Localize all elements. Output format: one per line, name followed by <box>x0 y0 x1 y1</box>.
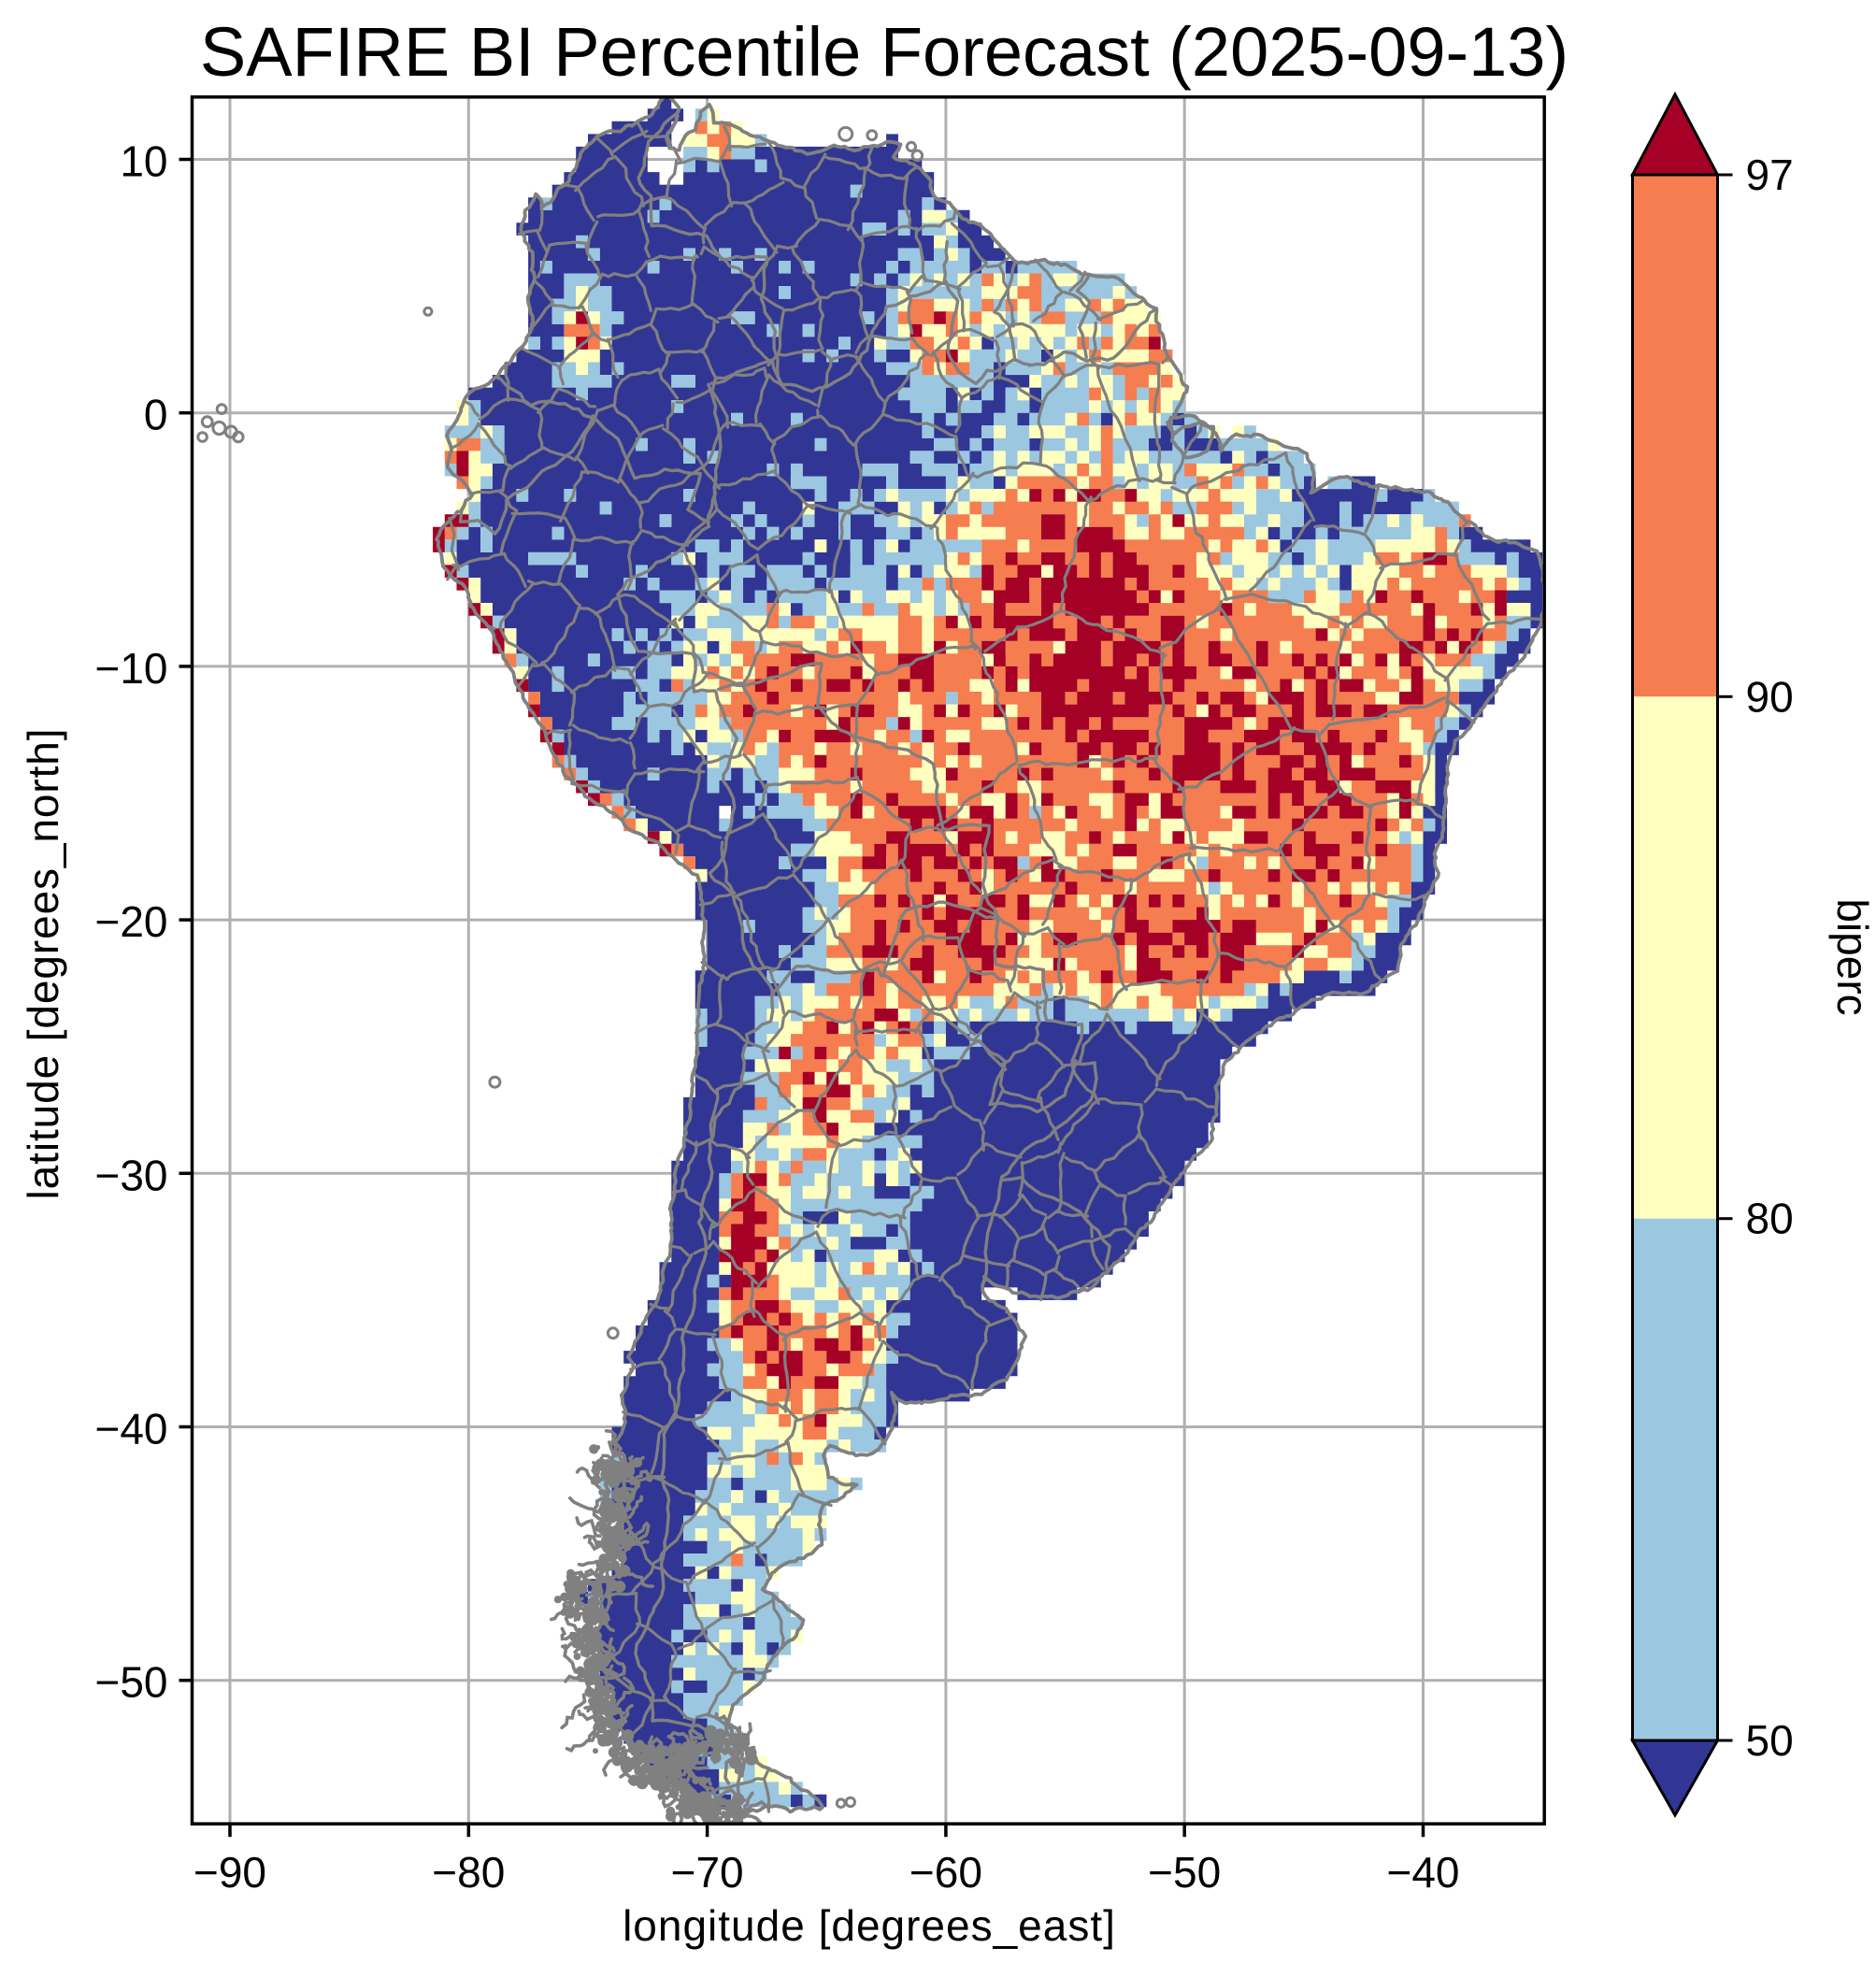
svg-text:−20: −20 <box>94 897 167 946</box>
svg-text:latitude [degrees_north]: latitude [degrees_north] <box>19 728 67 1200</box>
svg-text:50: 50 <box>1746 1716 1794 1765</box>
svg-text:−70: −70 <box>671 1848 744 1897</box>
svg-text:−10: −10 <box>94 644 167 693</box>
svg-text:−30: −30 <box>94 1151 167 1199</box>
svg-text:−40: −40 <box>94 1405 167 1453</box>
svg-text:80: 80 <box>1746 1195 1794 1243</box>
svg-text:longitude [degrees_east]: longitude [degrees_east] <box>623 1901 1116 1950</box>
svg-text:−80: −80 <box>432 1848 505 1897</box>
svg-text:10: 10 <box>120 137 167 186</box>
svg-text:biperc: biperc <box>1828 898 1876 1015</box>
svg-text:−50: −50 <box>94 1658 167 1707</box>
svg-text:0: 0 <box>144 391 168 439</box>
svg-text:−90: −90 <box>193 1848 266 1897</box>
svg-text:90: 90 <box>1746 672 1794 721</box>
svg-text:SAFIRE BI Percentile Forecast: SAFIRE BI Percentile Forecast (2025-09-1… <box>200 13 1568 91</box>
svg-text:97: 97 <box>1746 150 1794 199</box>
svg-text:−40: −40 <box>1386 1848 1459 1897</box>
svg-text:−60: −60 <box>909 1848 982 1897</box>
svg-text:−50: −50 <box>1148 1848 1221 1897</box>
